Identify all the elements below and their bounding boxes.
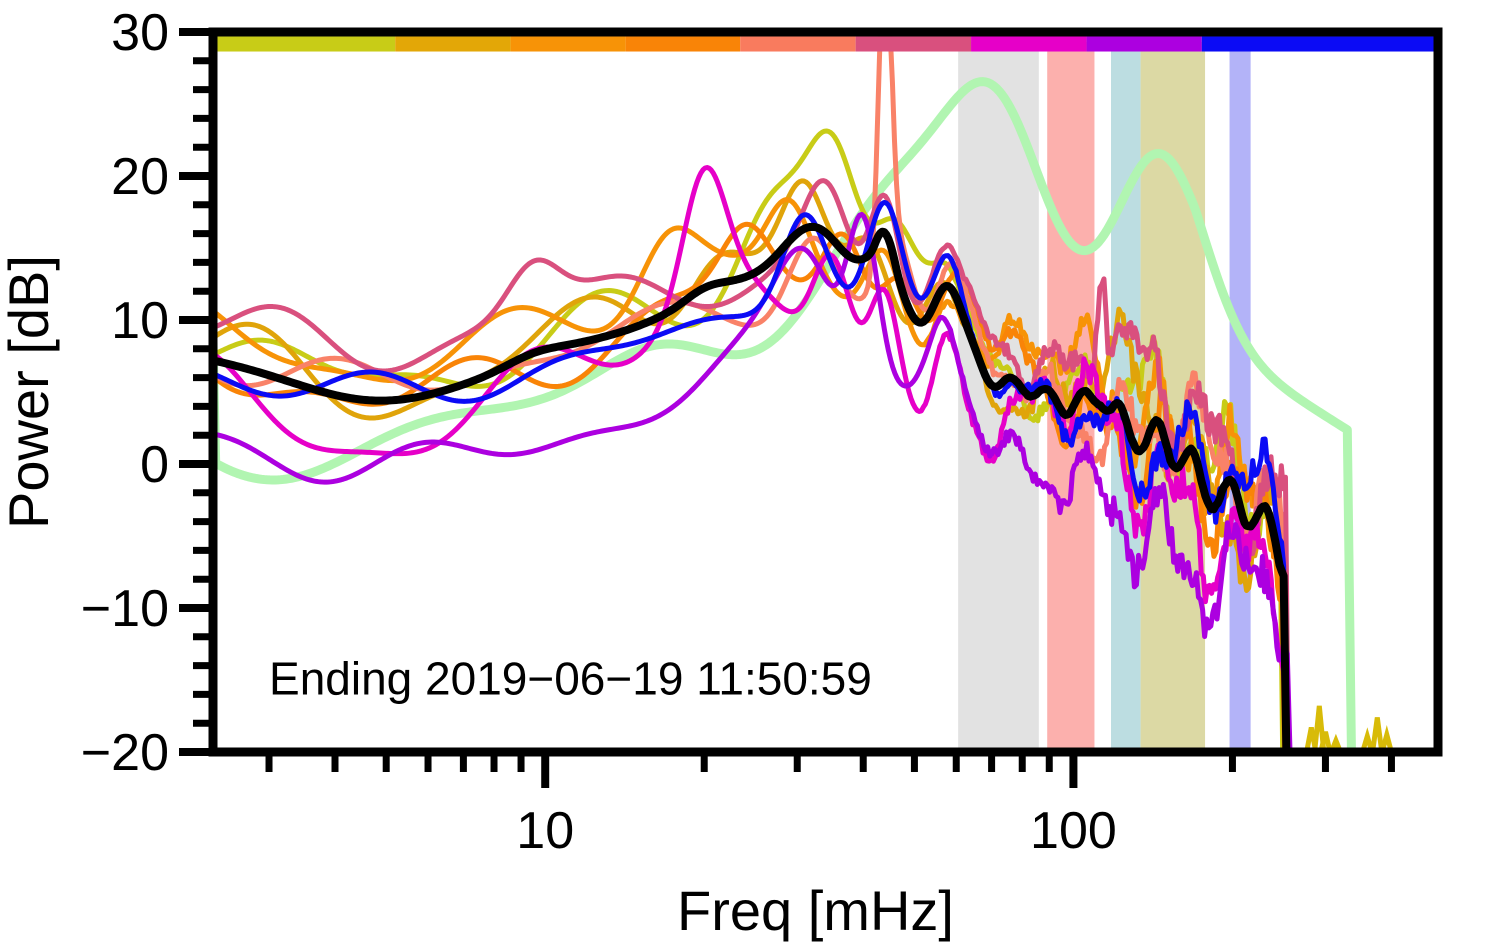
axes-group xyxy=(179,27,1443,788)
colorbar-segment xyxy=(740,36,856,52)
y-tick-label: −20 xyxy=(81,724,169,782)
spectrum-gold xyxy=(213,178,1289,752)
colorbar-segment xyxy=(1201,36,1438,52)
spectrum-green xyxy=(213,77,1356,752)
colorbar-group xyxy=(213,36,1438,52)
residual-spike xyxy=(1379,724,1394,752)
y-tick-label: 10 xyxy=(111,292,169,350)
colorbar-segment xyxy=(625,36,741,52)
curves-group xyxy=(213,35,1394,752)
x-axis-title: Freq [mHz] xyxy=(677,879,954,942)
y-tick-label: −10 xyxy=(81,580,169,638)
residual-spike xyxy=(1360,727,1375,752)
y-tick-label: 20 xyxy=(111,148,169,206)
plot-frame xyxy=(208,27,1443,757)
band-lavender xyxy=(1229,42,1251,752)
colorbar-segment xyxy=(971,36,1087,52)
y-tick-label: 0 xyxy=(140,436,169,494)
residual-spike xyxy=(1318,731,1333,752)
colorbar-segment xyxy=(855,36,972,52)
spectrum-blue xyxy=(213,199,1289,752)
spectrum-mean xyxy=(213,222,1291,752)
colorbar-segment xyxy=(510,36,626,52)
y-axis-title: Power [dB] xyxy=(0,255,60,529)
y-tick-label: 30 xyxy=(111,4,169,62)
x-tick-label: 100 xyxy=(1030,802,1117,860)
spectrum-crimson xyxy=(213,178,1291,752)
colorbar-segment xyxy=(213,36,396,52)
colorbar-segment xyxy=(1086,36,1202,52)
labels-group: −20 −10 0 10 20 30 10 100 Freq [mHz] Power [dB] En… xyxy=(0,4,1117,942)
plot-annotation: Ending 2019−06−19 11:50:59 xyxy=(269,652,872,704)
colorbar-segment xyxy=(395,36,511,52)
residual-spike xyxy=(1370,717,1385,752)
spectrum-purple xyxy=(213,211,1293,752)
x-tick-label: 10 xyxy=(516,802,574,860)
